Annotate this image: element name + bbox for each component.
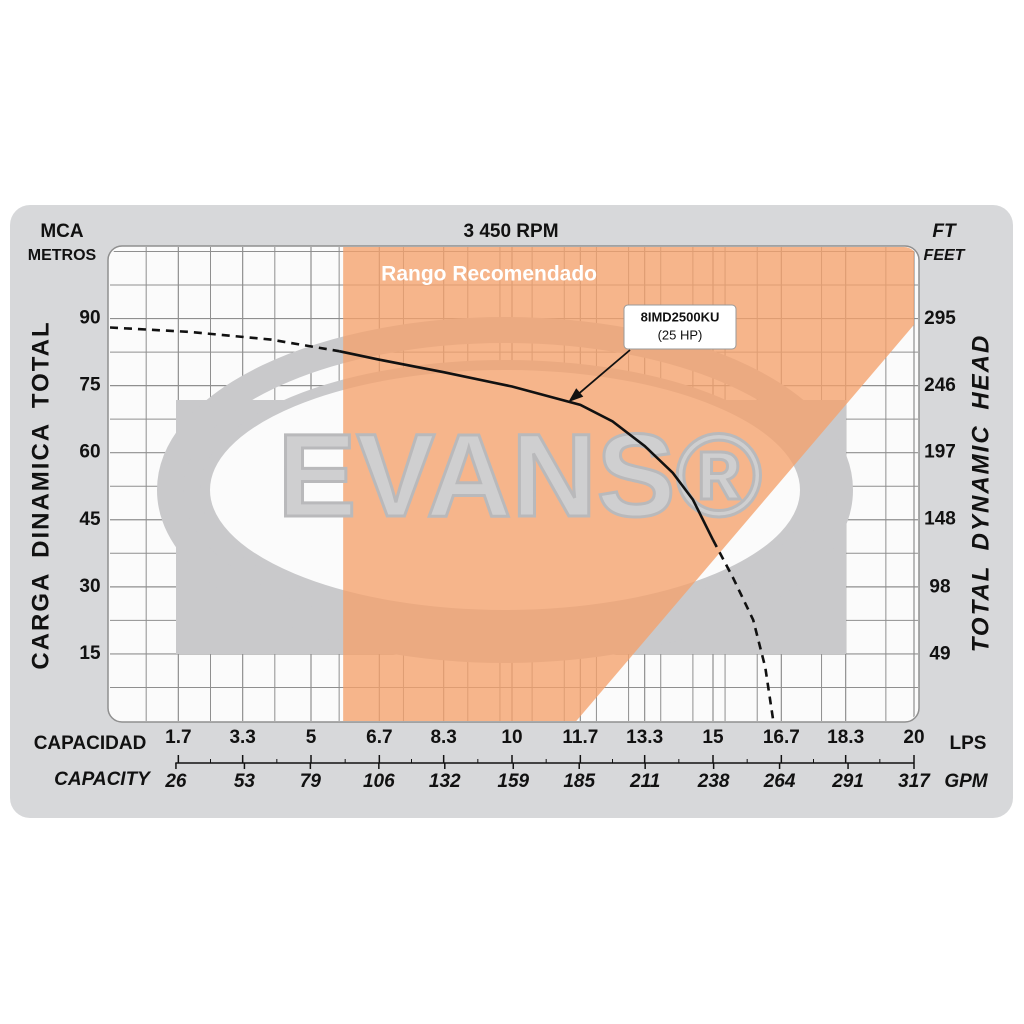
x2-tick-label: 211: [629, 771, 660, 792]
x2-axis-label: CAPACITY: [54, 769, 152, 790]
y-tick-label: 60: [79, 442, 100, 463]
x2-unit: GPM: [944, 771, 988, 792]
x2-tick-label: 238: [697, 771, 730, 792]
x2-tick-label: 79: [300, 771, 322, 792]
annotation-box: [623, 304, 737, 350]
x2-tick-label: 26: [164, 771, 187, 792]
x2-tick-label: 291: [831, 771, 864, 792]
y-tick-label: 75: [79, 375, 101, 396]
x2-tick-label: 159: [497, 771, 529, 792]
annotation-text: (25 HP): [658, 327, 703, 342]
y2-tick-label: 49: [929, 643, 950, 664]
x-tick-label: 5: [306, 727, 317, 748]
x-unit: LPS: [950, 733, 987, 754]
y-tick-label: 45: [79, 509, 101, 530]
x-tick-label: 8.3: [430, 727, 456, 748]
x-tick-label: 3.3: [229, 727, 255, 748]
annotation-title: 8IMD2500KU: [641, 309, 720, 324]
y-tick-label: 90: [79, 308, 100, 329]
y-unit-top: MCA: [40, 221, 84, 242]
x-tick-label: 18.3: [827, 727, 864, 748]
x2-tick-label: 185: [563, 771, 595, 792]
y2-axis-label: TOTAL DYNAMIC HEAD: [967, 334, 994, 653]
x2-tick-label: 132: [429, 771, 461, 792]
x-tick-label: 15: [702, 727, 724, 748]
y2-tick-label: 98: [929, 577, 950, 598]
curve-dashed: [711, 539, 775, 721]
annotation-arrow: [571, 349, 631, 400]
recommended-region: [343, 247, 914, 721]
x-tick-label: 1.7: [165, 727, 191, 748]
x-axis-label: CAPACIDAD: [34, 733, 147, 754]
watermark: EVANS®: [278, 410, 763, 542]
region-label: Rango Recomendado: [381, 263, 597, 286]
y2-tick-label: 197: [924, 442, 956, 463]
plot-border: [107, 245, 920, 723]
y-axis-label: CARGA DINAMICA TOTAL: [27, 320, 54, 669]
y-tick-label: 15: [79, 643, 101, 664]
x-tick-label: 20: [903, 727, 924, 748]
x-tick-label: 11.7: [562, 727, 598, 748]
x2-tick-label: 264: [763, 771, 796, 792]
x2-tick-label: 317: [898, 771, 931, 792]
x-tick-label: 16.7: [763, 727, 800, 748]
y2-tick-label: 148: [924, 508, 956, 529]
y-tick-label: 30: [79, 576, 100, 597]
annotation-arrowhead: [568, 388, 584, 403]
x-tick-label: 10: [501, 727, 522, 748]
chart-title: 3 450 RPM: [463, 221, 558, 242]
y-unit: METROS: [28, 247, 97, 264]
y2-tick-label: 295: [924, 308, 956, 329]
y2-unit-top: FT: [932, 221, 957, 242]
curve: [338, 349, 715, 541]
x-tick-label: 6.7: [366, 727, 392, 748]
x2-tick-label: 106: [363, 771, 395, 792]
y2-tick-label: 246: [924, 375, 956, 396]
x-tick-label: 13.3: [626, 727, 663, 748]
x2-tick-label: 53: [234, 771, 256, 792]
y2-unit: FEET: [924, 247, 966, 264]
